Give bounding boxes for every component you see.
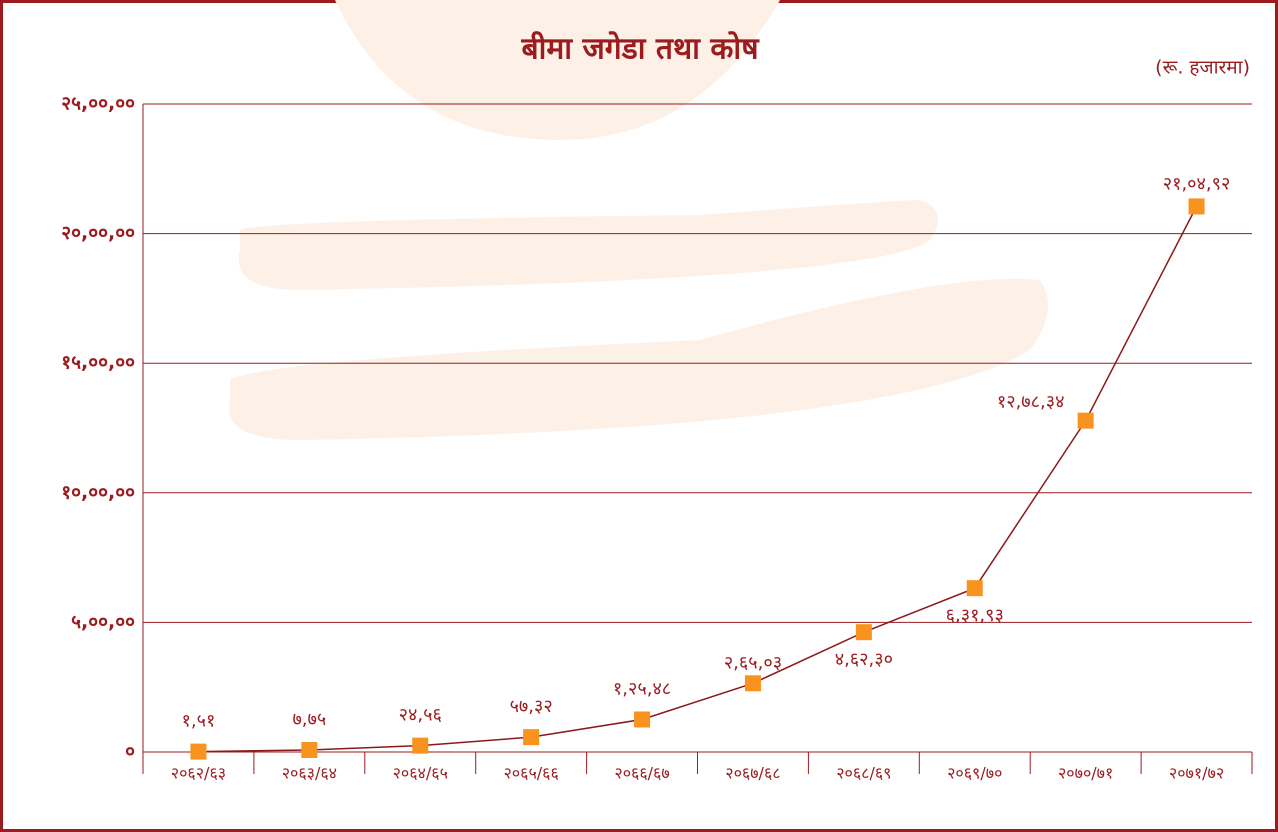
x-tick-label: २०७०/७१ [1058, 764, 1113, 783]
marker [523, 729, 539, 745]
unit-label: (रू. हजारमा) [1155, 57, 1250, 79]
data-label: ४,६२,३० [835, 649, 893, 670]
chart-title: बीमा जगेडा तथा कोष [520, 31, 760, 67]
x-tick-label: २०६७/६८ [725, 764, 780, 783]
chart: बीमा जगेडा तथा कोष (रू. हजारमा) ० ५,००,००… [0, 0, 1278, 832]
marker [412, 738, 428, 754]
x-tick-label: २०६२/६३ [171, 764, 226, 783]
data-label: १,५१ [182, 711, 216, 732]
x-tick-label: २०६५/६६ [503, 764, 558, 783]
marker [634, 711, 650, 727]
marker [856, 624, 872, 640]
y-tick-label: ० [125, 741, 135, 763]
y-tick-label: २५,००,०० [61, 93, 135, 115]
marker [967, 580, 983, 596]
y-tick-label: ५,००,०० [71, 611, 135, 633]
x-tick-label: २०७१/७२ [1169, 764, 1224, 783]
data-label: ६,३१,९३ [946, 605, 1004, 626]
y-tick-label: १५,००,०० [61, 352, 135, 374]
marker [1189, 198, 1205, 214]
y-tick-label: २०,००,०० [61, 222, 135, 244]
marker [745, 675, 761, 691]
data-label: १,२५,४८ [613, 678, 671, 699]
data-label: ७,७५ [292, 709, 326, 730]
x-tick-label: २०६८/६९ [836, 764, 891, 783]
x-tick-label: २०६३/६४ [282, 764, 337, 783]
y-tick-label: १०,००,०० [61, 481, 135, 503]
marker [190, 744, 206, 760]
data-label: २४,५६ [399, 705, 442, 726]
data-label: १२,७८,३४ [997, 392, 1065, 413]
x-tick-label: २०६६/६७ [614, 764, 669, 783]
data-label: ५७,३२ [510, 696, 553, 717]
x-tick-label: २०६४/६५ [393, 764, 448, 783]
data-label: २,६५,०३ [724, 652, 782, 673]
marker [1078, 413, 1094, 429]
marker [301, 742, 317, 758]
data-label: २१,०४,९२ [1163, 173, 1231, 194]
x-tick-label: २०६९/७० [947, 764, 1002, 783]
